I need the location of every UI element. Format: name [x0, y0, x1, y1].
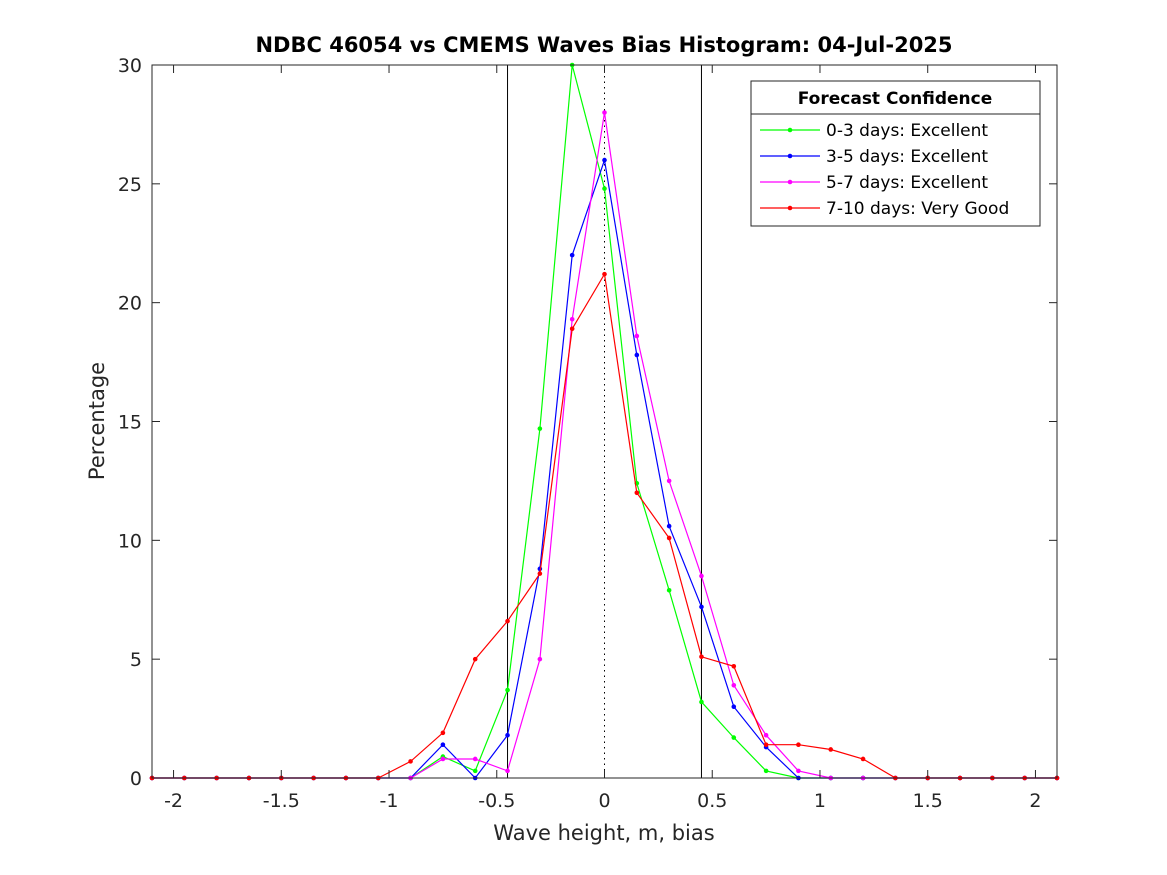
- data-point: [569, 326, 575, 332]
- data-point: [602, 186, 607, 191]
- data-point: [505, 732, 510, 738]
- data-point: [537, 426, 543, 431]
- data-point: [602, 271, 607, 277]
- data-point: [731, 704, 737, 709]
- data-point: [472, 656, 478, 662]
- data-point: [796, 742, 801, 748]
- x-axis-label: Wave height, m, bias: [493, 821, 714, 845]
- y-tick-label: 30: [118, 55, 142, 77]
- x-tick-label: 1: [814, 790, 826, 812]
- data-point: [634, 352, 640, 358]
- data-point: [408, 759, 413, 764]
- x-tick-label: 0: [598, 790, 610, 812]
- y-tick-label: 10: [118, 530, 142, 552]
- data-point: [731, 683, 737, 688]
- y-axis-label: Percentage: [85, 362, 109, 480]
- x-tick-label: 0.5: [697, 790, 727, 812]
- legend-label: 7-10 days: Very Good: [826, 199, 1009, 219]
- legend-swatch-marker: [787, 153, 793, 159]
- y-tick-label: 20: [118, 293, 142, 315]
- data-point: [440, 756, 446, 762]
- legend-label: 0-3 days: Excellent: [826, 121, 988, 141]
- legend-title: Forecast Confidence: [798, 89, 993, 109]
- legend-swatch-marker: [787, 179, 793, 185]
- data-point: [731, 663, 737, 669]
- data-point: [763, 742, 769, 748]
- legend-entry-2: 5-7 days: Excellent: [760, 173, 988, 193]
- legend-swatch-marker: [787, 205, 793, 211]
- data-point: [666, 523, 672, 529]
- data-point: [731, 735, 737, 740]
- chart-title: NDBC 46054 vs CMEMS Waves Bias Histogram…: [255, 33, 952, 57]
- legend-label: 3-5 days: Excellent: [826, 147, 988, 167]
- data-point: [634, 490, 640, 496]
- data-point: [860, 756, 866, 762]
- data-point: [602, 157, 607, 163]
- data-point: [828, 747, 834, 752]
- data-point: [666, 587, 672, 593]
- data-point: [699, 654, 704, 660]
- legend-label: 5-7 days: Excellent: [826, 173, 988, 193]
- y-tick-label: 15: [118, 412, 142, 434]
- legend-entry-1: 3-5 days: Excellent: [760, 147, 988, 167]
- data-point: [634, 333, 640, 339]
- x-tick-label: -1.5: [263, 790, 300, 812]
- data-point: [505, 768, 510, 774]
- data-point: [505, 618, 510, 624]
- data-point: [472, 768, 478, 774]
- x-tick-label: 1.5: [913, 790, 943, 812]
- data-point: [505, 687, 510, 693]
- data-point: [440, 730, 446, 736]
- legend: Forecast Confidence 0-3 days: Excellent 3…: [750, 80, 1041, 227]
- reference-lines: [507, 65, 702, 778]
- data-point: [699, 699, 704, 705]
- x-tick-label: -2: [164, 790, 183, 812]
- x-tick-label: -1: [380, 790, 399, 812]
- y-tick-label: 0: [130, 768, 142, 790]
- legend-entries: 0-3 days: Excellent 3-5 days: Excellent 5-…: [760, 121, 1009, 219]
- data-point: [666, 478, 672, 484]
- data-point: [537, 571, 543, 576]
- data-point: [699, 573, 704, 579]
- data-point: [763, 768, 769, 774]
- legend-swatch-marker: [787, 127, 793, 133]
- y-tick-label: 5: [130, 649, 142, 671]
- data-point: [763, 732, 769, 738]
- data-point: [666, 535, 672, 541]
- data-point: [602, 110, 607, 115]
- data-point: [569, 317, 575, 322]
- legend-entry-3: 7-10 days: Very Good: [760, 199, 1009, 219]
- data-point: [569, 252, 575, 258]
- y-tick-label: 25: [118, 174, 142, 196]
- data-point: [796, 768, 801, 774]
- x-tick-label: -0.5: [478, 790, 515, 812]
- data-point: [472, 756, 478, 762]
- data-point: [537, 656, 543, 662]
- data-point: [440, 742, 446, 748]
- x-tick-label: 2: [1029, 790, 1041, 812]
- legend-entry-0: 0-3 days: Excellent: [760, 121, 988, 141]
- data-point: [699, 604, 704, 610]
- legend-box: [750, 80, 1041, 227]
